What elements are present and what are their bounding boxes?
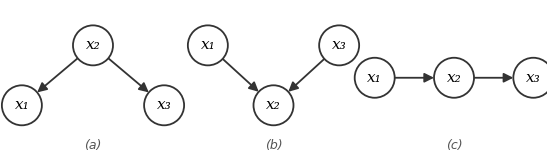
Ellipse shape [253, 85, 294, 125]
Ellipse shape [2, 85, 42, 125]
Text: x₁: x₁ [368, 71, 382, 85]
Text: (b): (b) [265, 139, 282, 152]
Text: x₁: x₁ [15, 98, 29, 112]
Text: x₂: x₂ [86, 38, 100, 52]
Ellipse shape [513, 58, 547, 98]
Text: x₁: x₁ [201, 38, 215, 52]
Text: x₃: x₃ [332, 38, 346, 52]
Ellipse shape [188, 25, 228, 65]
Ellipse shape [434, 58, 474, 98]
Text: x₃: x₃ [526, 71, 540, 85]
Text: x₂: x₂ [266, 98, 281, 112]
Text: x₂: x₂ [447, 71, 461, 85]
Ellipse shape [73, 25, 113, 65]
Text: (c): (c) [446, 139, 462, 152]
Ellipse shape [354, 58, 395, 98]
Text: (a): (a) [84, 139, 102, 152]
Ellipse shape [319, 25, 359, 65]
Text: x₃: x₃ [157, 98, 171, 112]
Ellipse shape [144, 85, 184, 125]
